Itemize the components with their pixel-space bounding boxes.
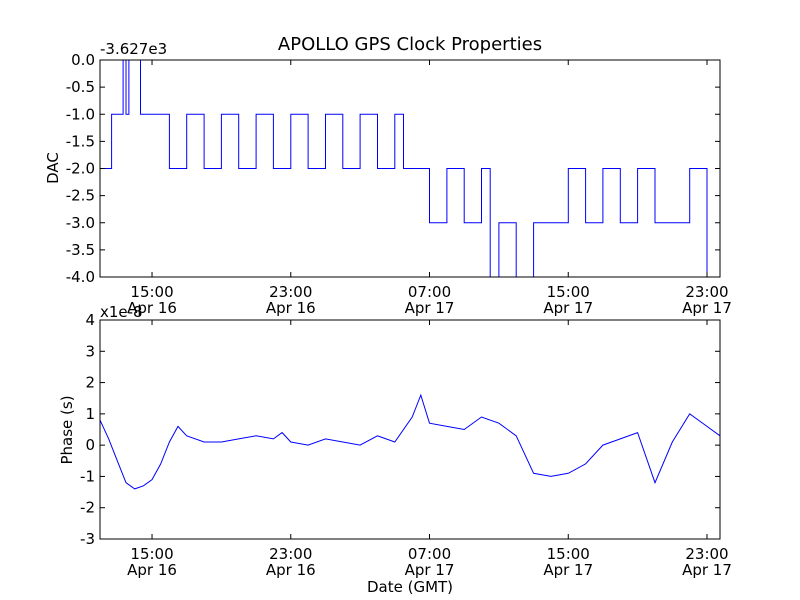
y-tick-label: -3.0 <box>66 214 95 232</box>
x-tick-time-label: 15:00 <box>130 283 173 301</box>
phase-x-axis-label: Date (GMT) <box>367 578 453 596</box>
y-tick-label: -1.5 <box>66 132 95 150</box>
x-tick-time-label: 15:00 <box>130 545 173 563</box>
y-tick-label: -1 <box>80 467 95 485</box>
chart-title: APOLLO GPS Clock Properties <box>278 34 542 55</box>
x-tick-date-label: Apr 17 <box>405 561 455 579</box>
x-tick-date-label: Apr 16 <box>127 561 177 579</box>
dac-offset-label: -3.627e3 <box>100 40 167 58</box>
y-tick-label: -2 <box>80 499 95 517</box>
x-tick-date-label: Apr 16 <box>266 299 316 317</box>
y-tick-label: -0.5 <box>66 78 95 96</box>
y-tick-label: -3 <box>80 530 95 548</box>
x-tick-date-label: Apr 17 <box>682 561 732 579</box>
y-tick-label: -2.5 <box>66 187 95 205</box>
y-tick-label: 4 <box>85 311 95 329</box>
y-tick-label: 0 <box>85 436 95 454</box>
x-tick-date-label: Apr 17 <box>543 561 593 579</box>
y-tick-label: -4.0 <box>66 268 95 286</box>
x-tick-date-label: Apr 16 <box>266 561 316 579</box>
phase-plot-frame <box>99 319 721 540</box>
x-tick-time-label: 23:00 <box>269 283 312 301</box>
dac-series-line <box>100 59 721 278</box>
y-tick-label: 3 <box>85 342 95 360</box>
x-tick-date-label: Apr 17 <box>405 299 455 317</box>
x-tick-date-label: Apr 16 <box>127 299 177 317</box>
x-tick-time-label: 15:00 <box>547 283 590 301</box>
y-tick-label: 1 <box>85 405 95 423</box>
x-tick-time-label: 23:00 <box>685 283 728 301</box>
x-tick-date-label: Apr 17 <box>682 299 732 317</box>
phase-series-line <box>99 393 721 490</box>
y-tick-label: -3.5 <box>66 241 95 259</box>
x-tick-time-label: 07:00 <box>408 283 451 301</box>
y-tick-label: 2 <box>85 374 95 392</box>
phase-y-axis-label: Phase (s) <box>58 395 76 464</box>
y-tick-label: -1.0 <box>66 105 95 123</box>
y-tick-label: -2.0 <box>66 160 95 178</box>
dac-y-axis-label: DAC <box>44 152 62 184</box>
phase-offset-label: x1e-8 <box>100 303 143 321</box>
x-tick-time-label: 07:00 <box>408 545 451 563</box>
x-tick-time-label: 23:00 <box>685 545 728 563</box>
x-tick-time-label: 23:00 <box>269 545 312 563</box>
x-tick-time-label: 15:00 <box>547 545 590 563</box>
dac-panel: 0.0 -0.5 -1.0 -1.5 -2.0 -2.5 -3.0 -3.5 -4.0 15:0… <box>44 40 732 317</box>
x-tick-date-label: Apr 17 <box>543 299 593 317</box>
y-tick-label: 0.0 <box>71 51 95 69</box>
